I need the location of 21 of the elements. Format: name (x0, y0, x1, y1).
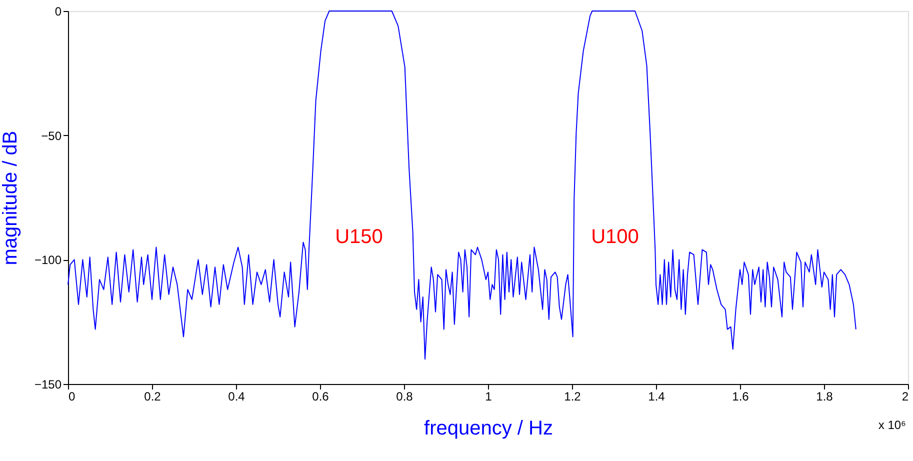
x-tick-label: 1.8 (816, 390, 834, 404)
x-tick-label: 1.2 (564, 390, 582, 404)
x-tick-label: 2 (902, 390, 909, 404)
x-tick-label: 0.8 (396, 390, 414, 404)
y-axis-title: magnitude / dB (0, 130, 22, 266)
line-series (68, 10, 856, 360)
x-tick-label: 0 (68, 390, 76, 404)
x-tick-label: 0.2 (144, 390, 162, 404)
x-tick-label: 1 (485, 390, 492, 404)
x-tick-label: 1.4 (648, 390, 666, 404)
text: x 10⁶ (878, 418, 906, 432)
annotation: U100 (591, 226, 639, 248)
y-tick-label: −50 (41, 128, 62, 143)
y-tick-label: 0 (54, 4, 62, 18)
y-tick-label: −100 (34, 253, 62, 268)
x-axis-title: frequency / Hz (424, 418, 553, 440)
x-tick-label: 0.4 (228, 390, 246, 404)
y-tick-label: −150 (34, 378, 62, 392)
x-tick-label: 0.6 (312, 390, 330, 404)
annotation: U150 (335, 226, 383, 248)
x-tick-label: 1.6 (732, 390, 750, 404)
